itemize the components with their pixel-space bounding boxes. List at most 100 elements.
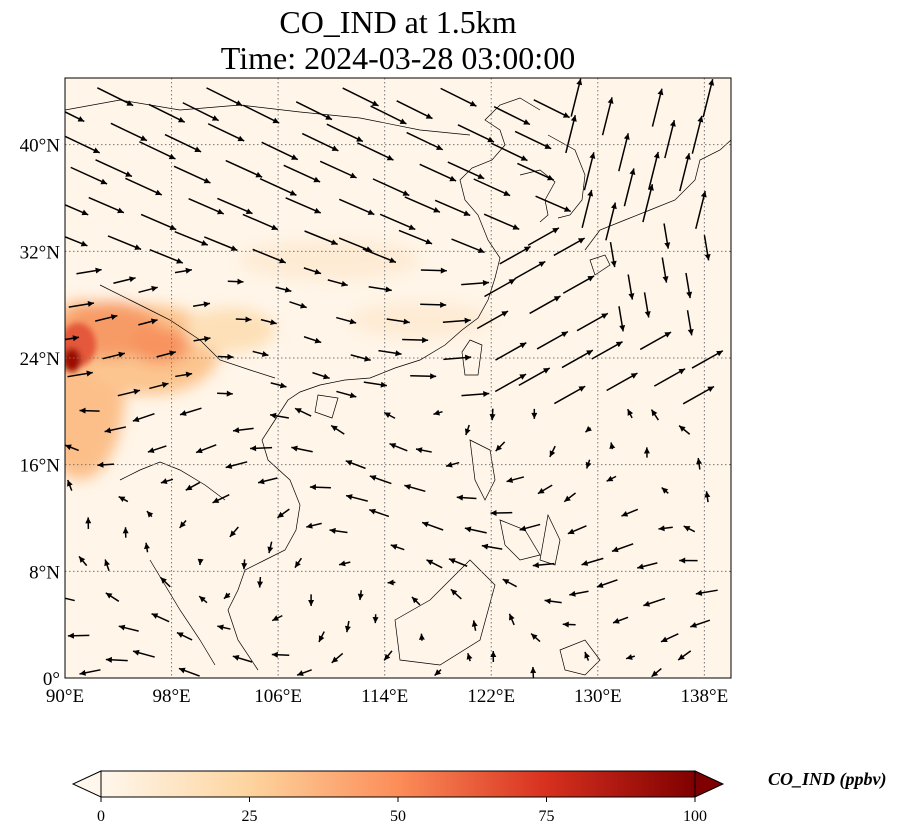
wind-arrow-61 [448, 558, 468, 567]
wind-arrow-155 [156, 350, 176, 358]
wind-arrow-70 [146, 510, 154, 518]
wind-arrow-17 [67, 632, 90, 639]
wind-arrow-56 [267, 541, 274, 554]
wind-arrow-114 [549, 445, 556, 458]
wind-arrow-93 [369, 475, 392, 485]
colorbar-extend-max [694, 770, 725, 798]
wind-arrow-152 [682, 385, 715, 405]
wind-arrow-60 [426, 559, 443, 569]
wind-arrow-111 [415, 447, 432, 454]
wind-arrow-281 [396, 100, 433, 120]
wind-arrow-238 [70, 166, 108, 185]
wind-arrow-62 [481, 543, 503, 550]
wind-arrow-25 [372, 614, 379, 624]
wind-arrow-120 [104, 426, 127, 434]
wind-arrow-36 [159, 576, 171, 588]
wind-arrow-33 [690, 619, 711, 628]
wind-arrow-54 [197, 558, 204, 566]
wind-arrow-128 [433, 409, 443, 416]
wind-arrow-89 [212, 494, 230, 504]
wind-arrow-45 [502, 578, 517, 588]
wind-arrow-102 [65, 444, 79, 452]
wind-arrow-229 [379, 213, 416, 231]
wind-arrow-221 [65, 203, 89, 216]
wind-arrow-275 [182, 102, 219, 122]
wind-arrow-182 [529, 295, 561, 315]
wind-arrow-20 [176, 631, 193, 641]
wind-arrow-209 [252, 248, 287, 264]
wind-arrow-267 [514, 130, 552, 150]
wind-arrow-265 [457, 124, 495, 143]
wind-arrow-260 [261, 141, 299, 161]
wind-arrow-227 [285, 197, 322, 214]
wind-arrow-69 [122, 527, 129, 538]
wind-arrow-148 [518, 367, 551, 387]
wind-arrow-159 [303, 336, 322, 344]
wind-arrow-4 [232, 655, 253, 663]
wind-arrow-30 [562, 621, 576, 628]
wind-arrow-225 [217, 197, 253, 215]
wind-arrow-43 [411, 596, 421, 606]
wind-arrow-127 [383, 411, 396, 419]
wind-arrow-173 [192, 301, 211, 308]
colorbar-tick-label-2: 50 [390, 808, 406, 825]
wind-arrow-119 [79, 407, 100, 414]
wind-arrow-274 [148, 103, 186, 123]
wind-arrow-34 [65, 597, 75, 602]
wind-vectors [65, 78, 724, 678]
lat-tick-label-5: 40°N [20, 136, 61, 157]
wind-arrow-59 [390, 544, 405, 551]
wind-arrow-40 [308, 594, 315, 606]
wind-arrow-78 [464, 526, 487, 534]
wind-arrow-176 [289, 301, 307, 309]
wind-arrow-177 [336, 316, 357, 325]
wind-arrow-276 [206, 87, 243, 107]
wind-arrow-237 [695, 190, 707, 230]
lon-tick-label-4: 122°E [467, 686, 515, 707]
wind-arrow-137 [117, 388, 141, 397]
wind-arrow-58 [338, 560, 351, 567]
wind-arrow-134 [650, 409, 660, 421]
wind-arrow-282 [440, 87, 477, 107]
wind-arrow-115 [585, 459, 592, 469]
wind-arrow-6 [296, 669, 312, 676]
wind-arrow-193 [303, 267, 322, 275]
wind-arrow-124 [269, 412, 289, 419]
wind-arrow-37 [198, 595, 208, 604]
wind-arrow-64 [581, 557, 604, 566]
wind-arrow-181 [476, 310, 509, 330]
wind-arrow-226 [242, 213, 279, 231]
wind-arrow-255 [65, 135, 101, 154]
lon-tick-label-2: 106°E [254, 686, 302, 707]
wind-arrow-204 [65, 235, 88, 247]
wind-arrow-208 [204, 236, 238, 252]
wind-arrow-123 [232, 427, 254, 434]
wind-arrow-259 [207, 123, 245, 142]
wind-arrow-79 [490, 509, 513, 516]
colorbar-tick-label-1: 25 [242, 808, 258, 825]
wind-arrow-117 [643, 447, 650, 458]
wind-arrow-261 [301, 132, 339, 152]
lon-tick-label-5: 130°E [574, 686, 622, 707]
wind-arrow-223 [140, 213, 177, 231]
wind-arrow-168 [639, 331, 672, 351]
wind-arrow-235 [605, 202, 617, 241]
wind-arrow-246 [372, 178, 410, 197]
wind-arrow-200 [562, 275, 595, 294]
map-subtitle-time: Time: 2024-03-28 03:00:00 [220, 40, 576, 76]
wind-arrow-266 [491, 142, 528, 162]
wind-arrow-205 [107, 235, 142, 251]
colorbar-gradient [101, 771, 695, 797]
map-frame [64, 77, 732, 679]
wind-arrow-131 [531, 408, 538, 419]
gridlines [65, 78, 731, 678]
wind-arrow-283 [493, 106, 531, 126]
wind-arrow-100 [661, 486, 669, 494]
wind-arrow-212 [362, 248, 397, 264]
wind-arrow-277 [243, 104, 280, 124]
wind-arrow-80 [519, 523, 541, 532]
wind-arrow-178 [386, 318, 410, 325]
wind-arrow-26 [418, 633, 425, 641]
wind-arrow-241 [173, 165, 211, 184]
wind-arrow-99 [606, 475, 617, 482]
